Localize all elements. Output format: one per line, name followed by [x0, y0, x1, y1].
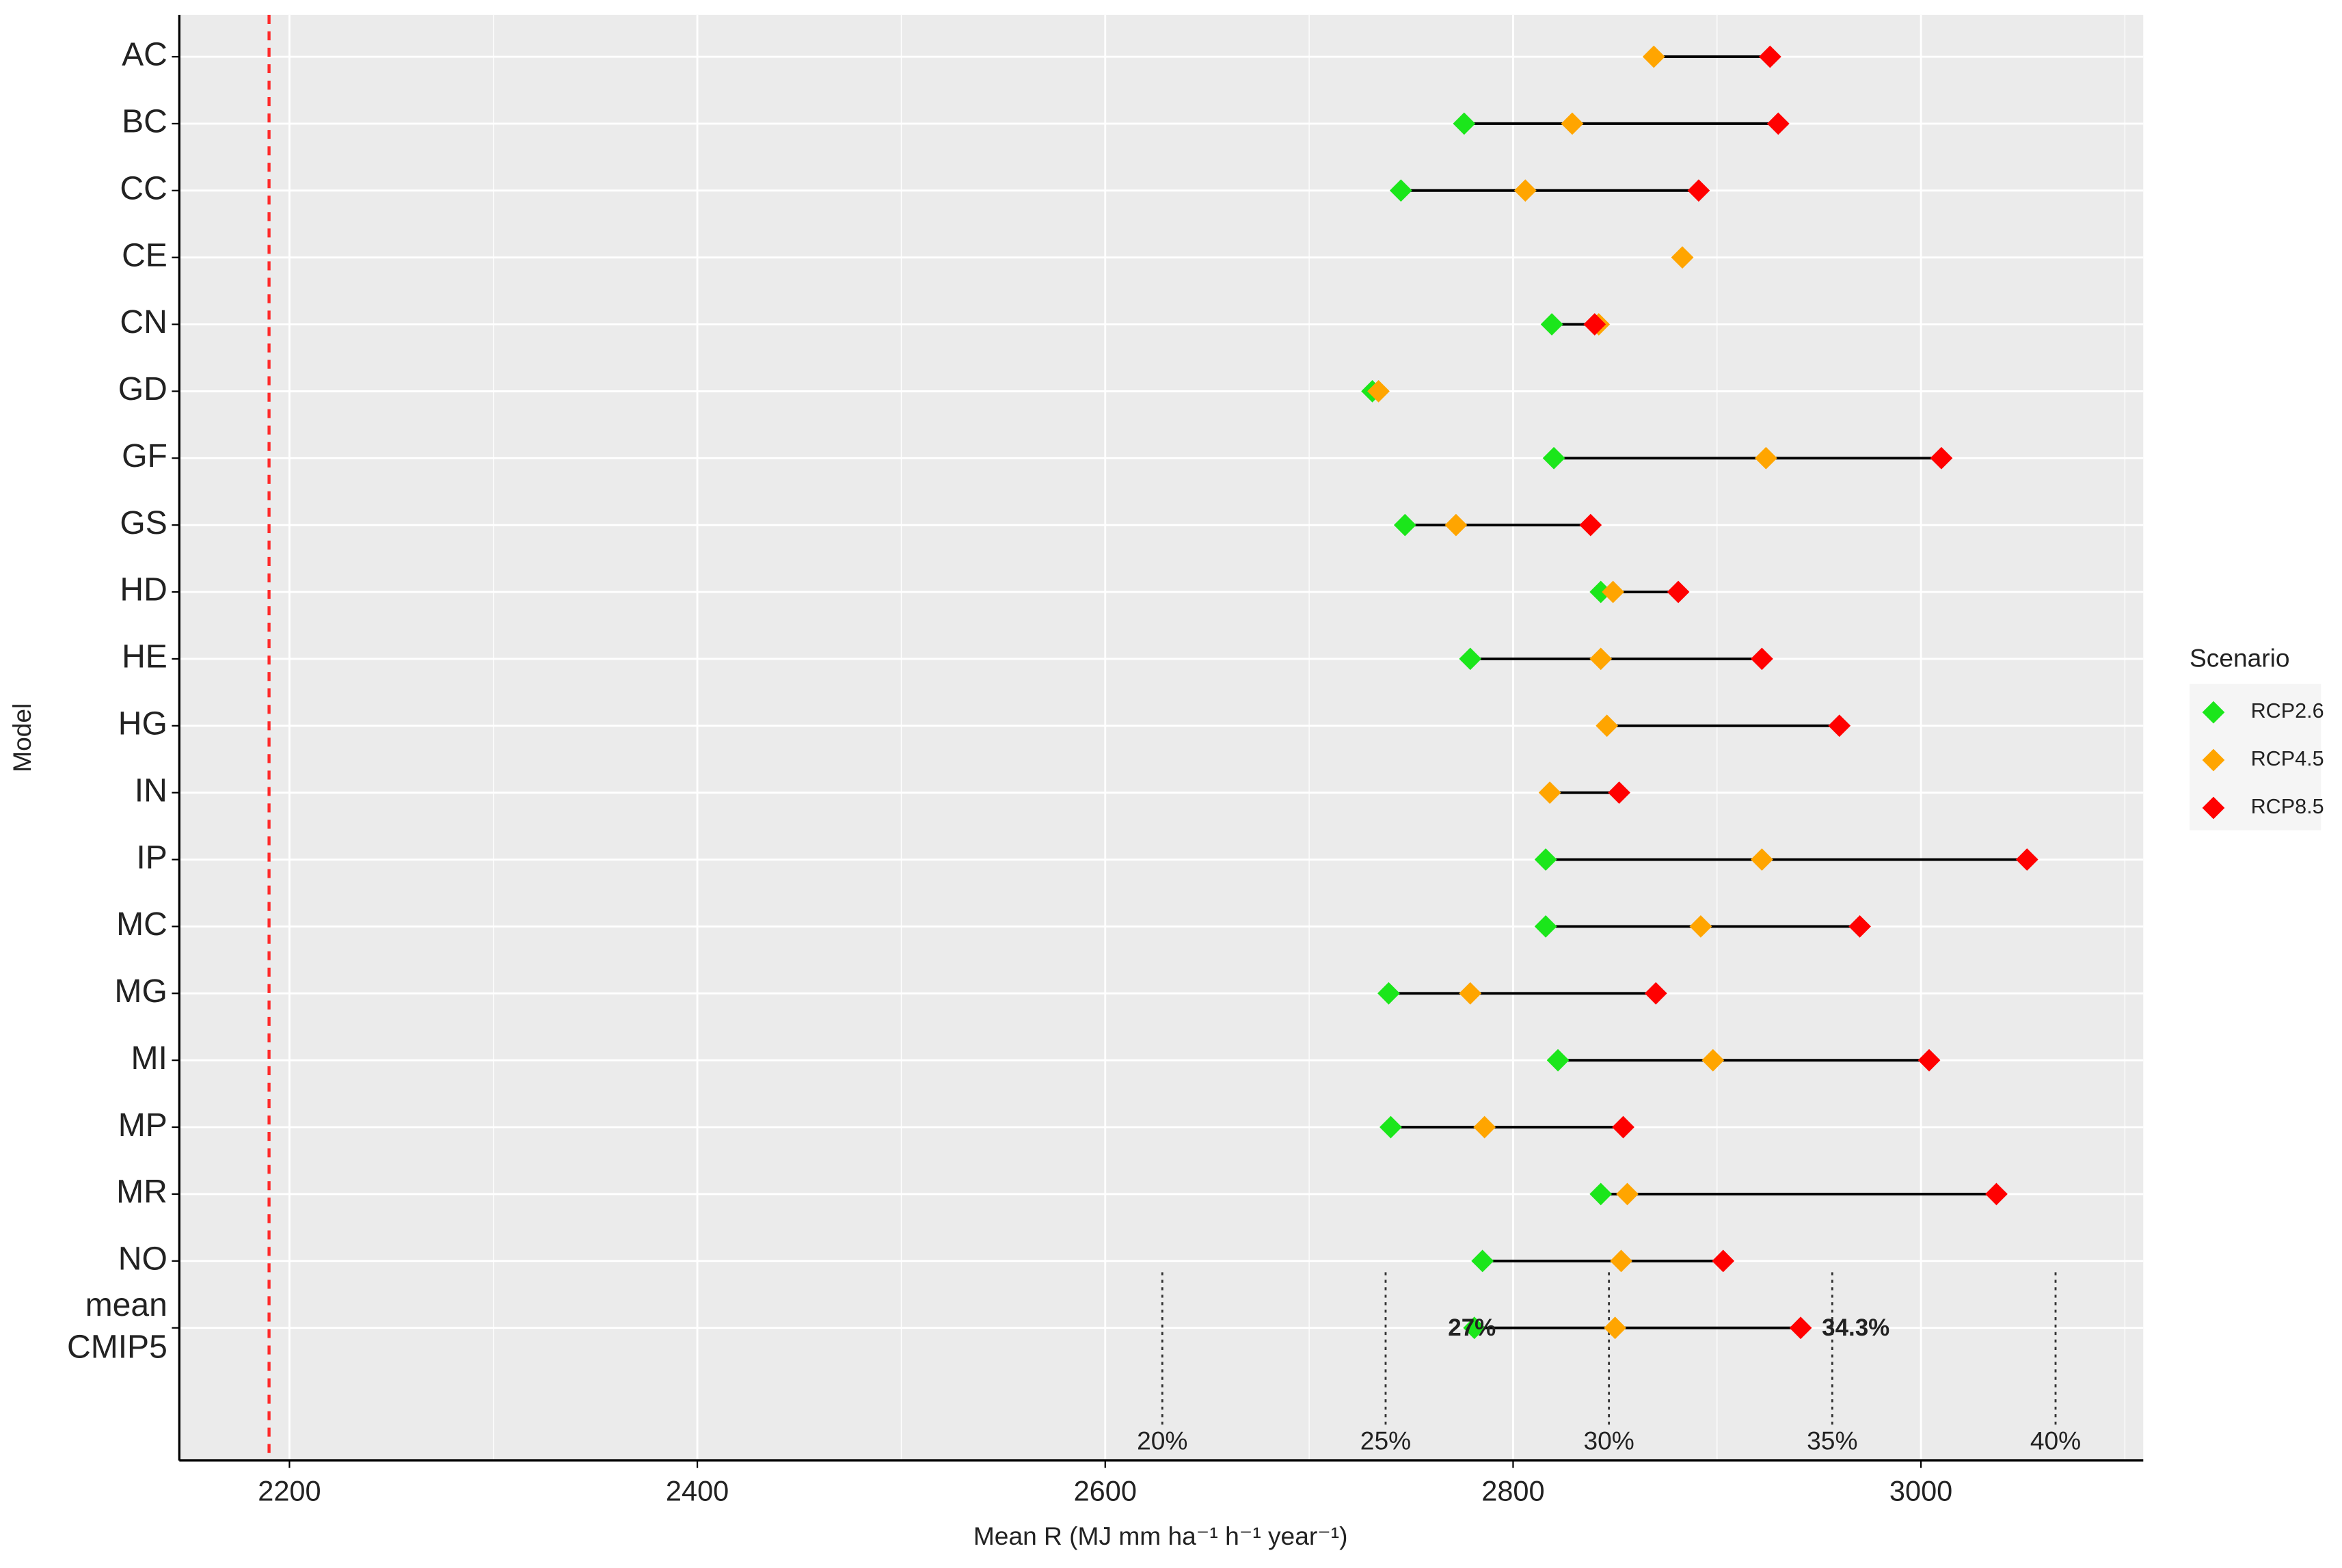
point — [1589, 580, 1613, 604]
point — [1751, 848, 1773, 871]
point — [1379, 1116, 1402, 1139]
y-tick-label: BC — [122, 103, 167, 140]
percent-label: 20% — [1137, 1426, 1187, 1455]
x-tick-label: 2400 — [666, 1475, 729, 1507]
point — [1667, 580, 1690, 604]
point — [1463, 1316, 1486, 1340]
y-tick-label: MP — [118, 1107, 167, 1144]
x-tick-label: 3000 — [1889, 1475, 1952, 1507]
legend-swatch — [2202, 701, 2225, 724]
y-tick-label: CC — [120, 170, 167, 206]
y-tick-label: GS — [120, 504, 167, 541]
point — [1917, 1049, 1941, 1072]
point — [1687, 179, 1710, 202]
legend-swatch — [2202, 748, 2225, 772]
panel — [179, 14, 2144, 1461]
annotation: 27% — [1448, 1314, 1496, 1341]
y-tick-label: MR — [116, 1174, 167, 1211]
point — [1471, 1249, 1494, 1273]
y-tick-label: mean CMIP5 — [67, 1286, 167, 1365]
legend-title: Scenario — [2190, 643, 2290, 672]
y-axis-label: Model — [8, 703, 36, 772]
point — [1701, 1049, 1725, 1072]
point — [2015, 848, 2038, 871]
point — [1848, 915, 1871, 938]
point — [1689, 915, 1712, 938]
y-tick-label: HE — [122, 638, 167, 675]
y-tick-label: MI — [131, 1040, 167, 1077]
y-tick-label: MC — [116, 906, 167, 943]
percent-label: 30% — [1583, 1426, 1634, 1455]
y-tick-label: NO — [118, 1241, 167, 1278]
point — [1579, 513, 1602, 537]
y-tick-label: HG — [118, 705, 167, 742]
point — [1589, 647, 1613, 671]
legend-label: RCP2.6 — [2251, 699, 2324, 722]
point — [1453, 112, 1476, 135]
y-tick-label: GD — [118, 370, 167, 407]
x-tick-label: 2600 — [1074, 1475, 1137, 1507]
point — [1444, 513, 1468, 537]
point — [1712, 1249, 1735, 1273]
point — [1751, 647, 1773, 671]
point — [1513, 179, 1537, 202]
y-tick-label: IN — [135, 772, 167, 809]
point — [1546, 1049, 1570, 1072]
point — [1377, 982, 1400, 1005]
point — [1534, 848, 1557, 871]
point — [1985, 1182, 2008, 1206]
point — [1534, 915, 1557, 938]
legend-label: RCP4.5 — [2251, 747, 2324, 770]
point — [1604, 1316, 1626, 1340]
y-tick-label: GF — [122, 437, 167, 474]
point — [1610, 1249, 1632, 1273]
y-tick-label: MG — [114, 973, 167, 1010]
point — [1671, 246, 1694, 269]
point — [1393, 513, 1416, 537]
y-tick-label: HD — [120, 571, 167, 608]
percent-label: 35% — [1807, 1426, 1857, 1455]
percent-label: 40% — [2030, 1426, 2081, 1455]
point — [1602, 580, 1624, 604]
annotation: 34.3% — [1822, 1314, 1889, 1341]
x-tick-label: 2200 — [258, 1475, 321, 1507]
point — [1596, 714, 1619, 738]
point — [1612, 1116, 1634, 1139]
point — [1538, 781, 1561, 805]
point — [1754, 446, 1777, 470]
y-tick-label: CE — [122, 236, 167, 273]
point — [1766, 112, 1790, 135]
x-tick-label: 2800 — [1481, 1475, 1544, 1507]
y-tick-label: IP — [136, 839, 167, 876]
marks — [1161, 45, 2057, 1427]
point — [1589, 1182, 1613, 1206]
legend-swatch — [2202, 796, 2225, 820]
legend-label: RCP8.5 — [2251, 795, 2324, 818]
point — [1828, 714, 1851, 738]
point — [1542, 446, 1565, 470]
point — [1789, 1316, 1812, 1340]
x-axis-label: Mean R (MJ mm ha⁻¹ h⁻¹ year⁻¹) — [973, 1522, 1348, 1550]
point — [1367, 380, 1390, 403]
point — [1608, 781, 1630, 805]
point — [1930, 446, 1953, 470]
point — [1616, 1182, 1639, 1206]
y-tick-label: AC — [122, 36, 167, 73]
point — [1644, 982, 1667, 1005]
point — [1389, 179, 1412, 202]
point — [1459, 982, 1482, 1005]
point — [1561, 112, 1584, 135]
y-tick-label: CN — [120, 303, 167, 340]
point — [1459, 647, 1482, 671]
point — [1473, 1116, 1496, 1139]
percent-label: 25% — [1360, 1426, 1411, 1455]
